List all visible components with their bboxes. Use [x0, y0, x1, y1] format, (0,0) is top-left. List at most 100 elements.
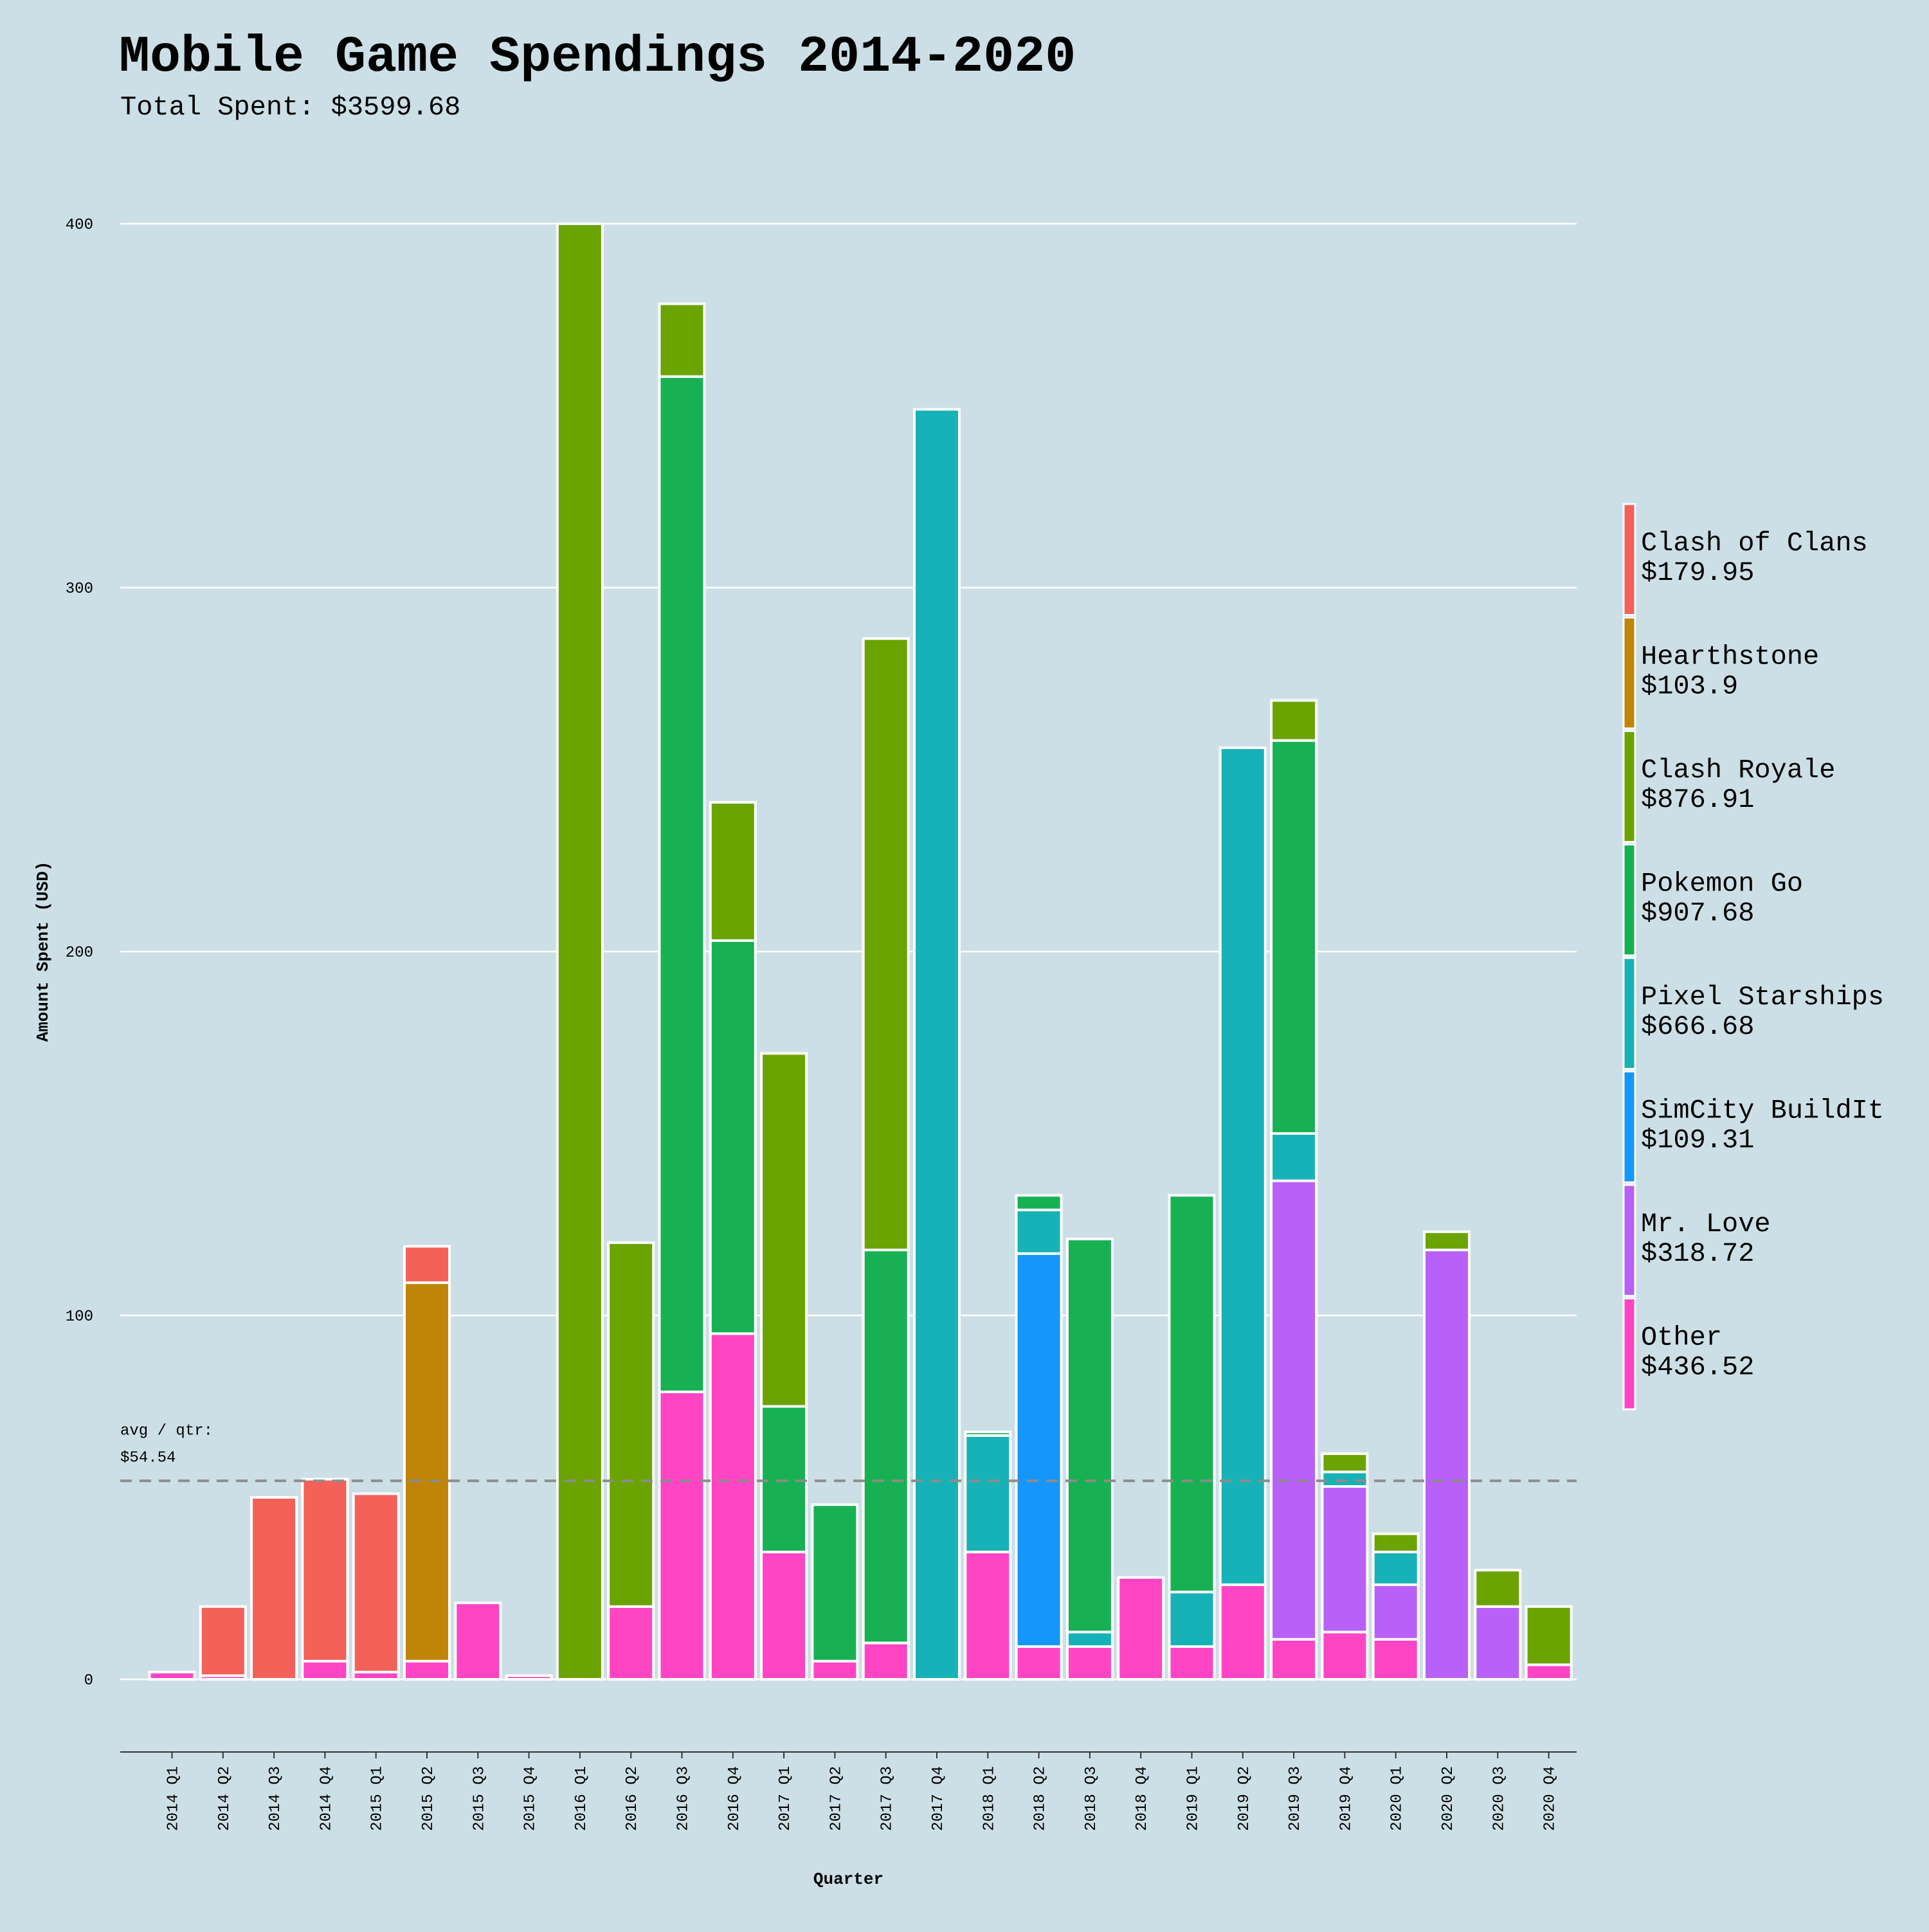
bar-segment: [760, 1052, 808, 1408]
bar-segment: [1270, 1638, 1318, 1681]
bar-segment: [1270, 1179, 1318, 1641]
x-tick-label: 2015 Q3: [471, 1766, 488, 1831]
bar-segment: [250, 1496, 298, 1681]
legend-series-total: $876.91: [1641, 784, 1754, 815]
legend-series-total: $436.52: [1641, 1352, 1754, 1383]
bar-segment: [1218, 1583, 1267, 1681]
x-tick-label: 2019 Q1: [1185, 1766, 1202, 1831]
legend-series-name: SimCity BuildIt: [1641, 1096, 1884, 1126]
bar-segment: [862, 637, 910, 1252]
x-tick-label: 2018 Q4: [1134, 1766, 1151, 1831]
bar-segment: [352, 1492, 400, 1674]
x-tick-label: 2017 Q2: [828, 1766, 845, 1831]
bar-segment: [964, 1550, 1012, 1681]
y-tick-label: 200: [66, 944, 93, 962]
bars-layer: [148, 222, 1573, 1681]
bar-segment: [1321, 1452, 1369, 1474]
x-tick-label: 2020 Q3: [1490, 1766, 1508, 1831]
bar-segment: [760, 1550, 808, 1681]
legend: Clash of Clans$179.95 Hearthstone$103.9 Cl…: [1622, 503, 1884, 1411]
x-tick-label: 2015 Q2: [420, 1766, 437, 1831]
x-tick-label: 2020 Q4: [1542, 1766, 1559, 1831]
chart-subtitle: Total Spent: $3599.68: [120, 92, 460, 123]
x-tick-label: 2014 Q3: [267, 1766, 284, 1831]
bar-segment: [607, 1605, 655, 1681]
bar-segment: [1474, 1605, 1522, 1681]
bar-segment: [505, 1674, 553, 1681]
bar-segment: [1168, 1194, 1216, 1594]
legend-swatch: [1622, 1297, 1636, 1411]
bar-segment: [709, 939, 757, 1335]
y-tick-label: 400: [66, 217, 93, 234]
legend-series-total: $907.68: [1641, 898, 1754, 929]
bar-segment: [607, 1241, 655, 1608]
bar-segment: [1270, 699, 1318, 742]
legend-series-name: Pixel Starships: [1641, 982, 1884, 1013]
average-layer: avg / qtr: $54.54: [120, 1422, 1577, 1483]
legend-series-total: $179.95: [1641, 557, 1754, 588]
bar-segment: [1525, 1663, 1573, 1681]
bar-segment: [148, 1670, 196, 1681]
legend-series-total: $103.9: [1641, 671, 1738, 702]
legend-swatch: [1622, 730, 1636, 843]
y-axis-label: Amount Spent (USD): [33, 862, 53, 1042]
y-tick-label: 300: [66, 581, 93, 598]
axes-layer: 2014 Q1 2014 Q2 2014 Q3 2014 Q4 2015 Q1 2015 …: [120, 1751, 1577, 1831]
bar-segment: [709, 800, 757, 943]
legend-series-name: Other: [1641, 1323, 1722, 1353]
bar-segment: [1474, 1569, 1522, 1608]
x-tick-label: 2016 Q1: [573, 1766, 590, 1831]
bar-segment: [556, 222, 604, 1681]
x-tick-label: 2020 Q2: [1440, 1766, 1457, 1831]
bar-segment: [811, 1503, 859, 1663]
x-axis-label: Quarter: [813, 1870, 883, 1889]
bar-segment: [1321, 1470, 1369, 1488]
legend-swatch: [1622, 844, 1636, 957]
legend-swatch: [1622, 1070, 1636, 1184]
bar-segment: [1015, 1252, 1063, 1648]
bar-segment: [1015, 1208, 1063, 1255]
bar-segment: [862, 1249, 910, 1645]
bar-segment: [1372, 1638, 1420, 1681]
bar-segment: [811, 1659, 859, 1681]
x-tick-label: 2018 Q2: [1032, 1766, 1049, 1831]
legend-swatch: [1622, 1184, 1636, 1297]
bar-segment: [301, 1477, 349, 1663]
bar-segment: [403, 1659, 451, 1681]
legend-swatch: [1622, 957, 1636, 1070]
legend-series-total: $666.68: [1641, 1011, 1754, 1042]
bar-segment: [709, 1332, 757, 1681]
legend-series-name: Pokemon Go: [1641, 869, 1803, 899]
bar-segment: [658, 375, 706, 1393]
chart-title: Mobile Game Spendings 2014-2020: [119, 28, 1076, 87]
x-tick-label: 2017 Q3: [879, 1766, 896, 1831]
bar-segment: [760, 1405, 808, 1553]
x-tick-label: 2015 Q1: [369, 1766, 386, 1831]
x-tick-label: 2018 Q1: [981, 1766, 998, 1831]
bar-segment: [1372, 1583, 1420, 1641]
bar-segment: [454, 1602, 502, 1681]
bar-segment: [913, 408, 961, 1681]
average-label-title: avg / qtr:: [120, 1422, 213, 1440]
bar-segment: [1168, 1591, 1216, 1648]
x-tick-label: 2014 Q1: [165, 1766, 183, 1831]
bar-segment: [964, 1431, 1012, 1437]
bar-segment: [1065, 1630, 1114, 1648]
legend-series-total: $318.72: [1641, 1238, 1754, 1269]
bar-segment: [1270, 739, 1318, 1135]
bar-segment: [1321, 1485, 1369, 1634]
bar-segment: [301, 1659, 349, 1681]
bar-segment: [1423, 1230, 1471, 1252]
bar-segment: [1321, 1630, 1369, 1681]
bar-segment: [1525, 1605, 1573, 1666]
bar-segment: [1065, 1645, 1114, 1681]
bar-segment: [1372, 1532, 1420, 1553]
x-tick-label: 2014 Q4: [318, 1766, 335, 1831]
y-tick-label: 100: [66, 1308, 93, 1326]
bar-segment: [1168, 1645, 1216, 1681]
legend-series-name: Clash Royale: [1641, 755, 1835, 786]
legend-series-name: Hearthstone: [1641, 642, 1819, 673]
bar-segment: [862, 1641, 910, 1681]
x-tick-label: 2016 Q4: [726, 1766, 743, 1831]
